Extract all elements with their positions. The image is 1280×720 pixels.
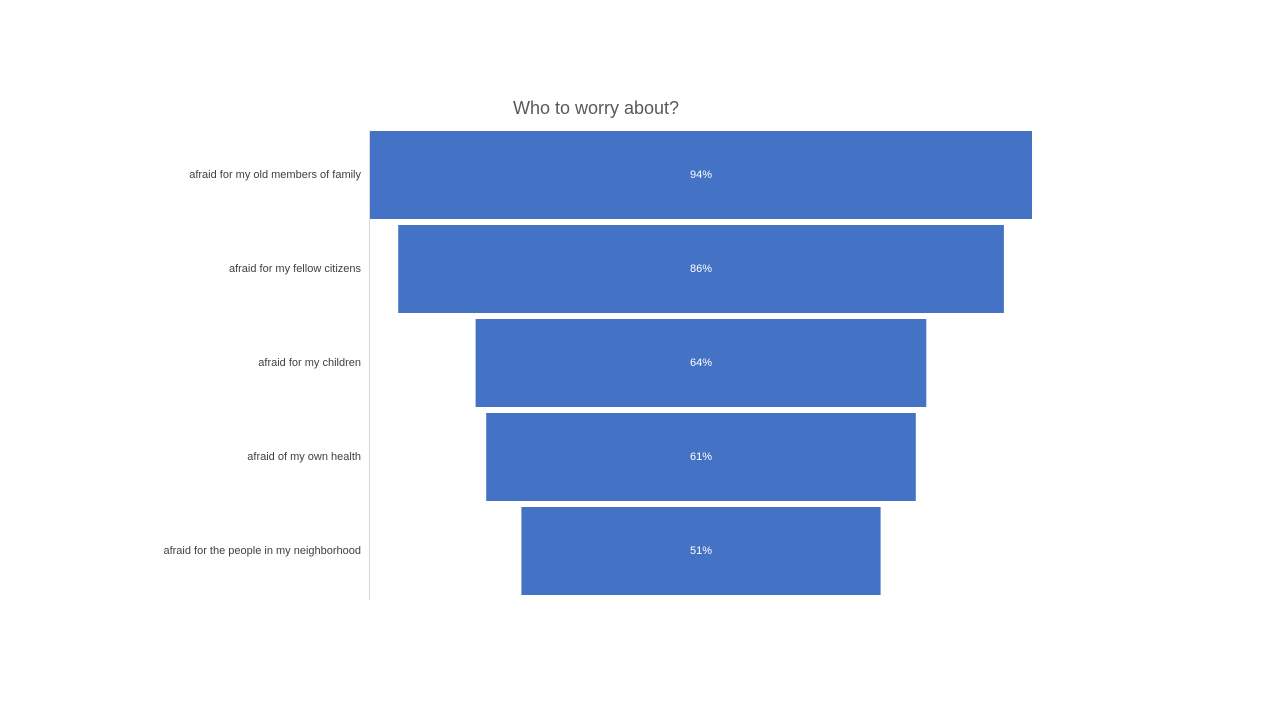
category-label: afraid for the people in my neighborhood [163, 545, 361, 557]
category-label: afraid for my children [258, 357, 361, 369]
data-label: 51% [690, 545, 712, 557]
funnel-bar [486, 413, 916, 501]
data-label: 61% [690, 451, 712, 463]
data-label: 86% [690, 263, 712, 275]
funnel-bar [521, 507, 881, 595]
chart-title: Who to worry about? [512, 98, 680, 118]
funnel-bar [370, 131, 1032, 219]
category-label: afraid of my own health [247, 451, 361, 463]
data-label: 64% [690, 357, 712, 369]
category-label: afraid for my old members of family [189, 169, 361, 181]
category-label: afraid for my fellow citizens [229, 263, 362, 275]
data-label: 94% [690, 169, 712, 181]
funnel-bar [398, 225, 1004, 313]
funnel-bar [475, 319, 927, 407]
